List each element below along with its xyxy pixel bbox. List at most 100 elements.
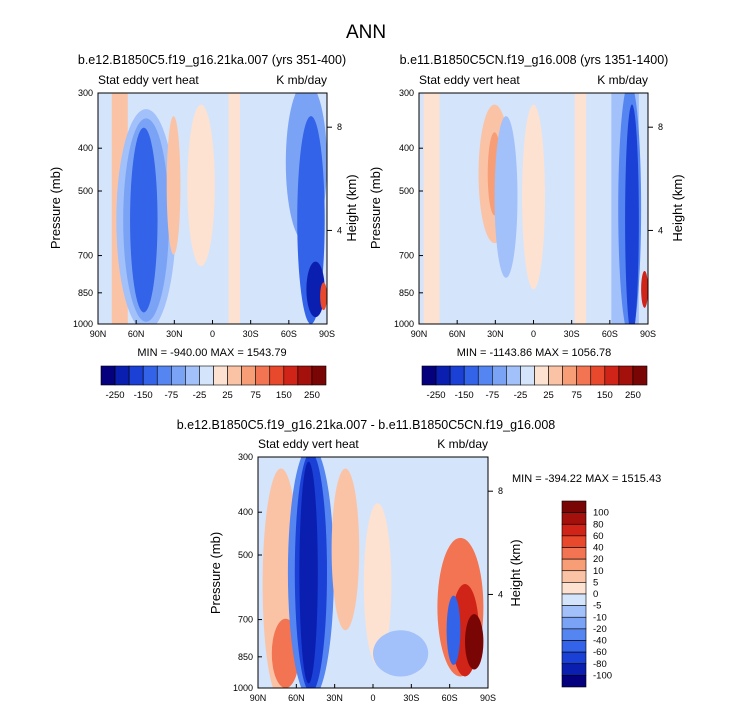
y-tick-label: 300 [78,88,93,98]
y-tick-label: 1000 [73,319,93,329]
panel-2: b.e11.B1850C5CN.f19_g16.008 (yrs 1351-14… [368,53,685,359]
contour-region [331,468,360,631]
y-tick-label: 300 [399,88,414,98]
colorbar-swatch [561,535,587,548]
panel-3-ylabel: Pressure (mb) [208,532,223,614]
colorbar-swatch [100,365,116,386]
colorbar-swatch [561,628,587,641]
colorbar-swatch [561,500,587,513]
colorbar-swatch [561,663,587,676]
contour-region [522,104,545,290]
y-tick-label: 700 [399,251,414,261]
contour-region [641,270,648,308]
colorbar-swatch [520,365,535,386]
colorbar-swatch [561,675,587,688]
contour-band [228,93,240,324]
contour-region [187,104,215,267]
colorbar-swatch [561,558,587,572]
contour-region [166,116,181,255]
contour-region [446,595,461,665]
panel-1-title: b.e12.B1850C5.f19_g16.21ka.007 (yrs 351-… [78,53,346,67]
colorbar-panel-2: -250 -150 -75 -25 25 75 150 250 [421,365,648,401]
y-tick-label: 700 [238,615,253,625]
panel-1-field [98,93,327,324]
panel-1-right-label: K mb/day [276,73,327,87]
x-tick-label: 60S [602,329,618,339]
panel-2-field [419,93,648,324]
colorbar-label: 75 [571,390,582,401]
panel-2-title: b.e11.B1850C5CN.f19_g16.008 (yrs 1351-14… [400,53,669,67]
colorbar-label: -150 [134,390,153,401]
colorbar-swatch [492,365,507,386]
y-tick-label: 400 [399,143,414,153]
colorbar-label: 80 [593,519,604,530]
colorbar-swatch [561,640,587,653]
main-title: ANN [346,22,386,43]
panel-2-stats: MIN = -1143.86 MAX = 1056.78 [457,347,612,359]
panel-3-right-label: K mb/day [437,437,488,451]
colorbar-label: -5 [593,601,601,612]
colorbar-label: 250 [625,390,641,401]
colorbar-swatch [185,365,200,386]
panel-1-left-label: Stat eddy vert heat [98,73,199,87]
panel-2-ylabel-right: Height (km) [670,174,685,241]
x-tick-label: 60S [281,329,297,339]
y-tick-label: 300 [238,452,253,462]
colorbar-label: 25 [543,390,554,401]
colorbar-swatch [576,365,592,386]
panel-1-ylabel: Pressure (mb) [48,167,63,249]
colorbar-panel-1: -250 -150 -75 -25 25 75 150 250 [100,365,327,401]
colorbar-swatch [283,365,299,386]
contour-band [574,93,587,324]
x-tick-label: 60N [128,329,145,339]
y-tick-label: 850 [78,288,93,298]
y-tick-label: 850 [399,288,414,298]
panel-3-stats: MIN = -394.22 MAX = 1515.43 [512,473,661,485]
x-tick-label: 0 [210,329,215,339]
colorbar-label: 0 [593,589,598,600]
contour-region [625,104,639,324]
contour-region [299,461,318,684]
y-tick-label: 500 [78,186,93,196]
colorbar-label: 100 [593,508,609,519]
colorbar-swatch [449,365,465,386]
colorbar-swatch [506,365,521,386]
x-tick-label: 60N [288,693,305,703]
colorbar-swatch [590,365,606,386]
colorbar-swatch [561,523,587,537]
colorbar-swatch [297,365,313,386]
colorbar-label: -250 [106,390,125,401]
colorbar-swatch [463,365,479,386]
colorbar-swatch [199,365,214,386]
y-tick-label: 500 [238,550,253,560]
x-tick-label: 0 [370,693,375,703]
x-tick-label: 60S [442,693,458,703]
colorbar-label: 150 [276,390,292,401]
colorbar-swatch [477,365,493,386]
x-tick-label: 0 [531,329,536,339]
colorbar-label: -80 [593,659,607,670]
x-tick-label: 30S [243,329,259,339]
colorbar-swatch [156,365,172,386]
colorbar-label: -60 [593,647,607,658]
colorbar-swatch [561,593,587,606]
colorbar-swatch [618,365,634,386]
x-tick-label: 90S [319,329,335,339]
colorbar-label: -150 [455,390,474,401]
panel-3-title: b.e12.B1850C5.f19_g16.21ka.007 - b.e11.B… [177,418,556,432]
x-tick-label: 90N [90,329,107,339]
colorbar-swatch [213,365,228,386]
colorbar-label: -10 [593,612,607,623]
panel-2-ylabel: Pressure (mb) [368,167,383,249]
height-tick-label: 4 [337,225,342,235]
colorbar-swatch [435,365,451,386]
colorbar-swatch [534,365,549,386]
y-tick-label: 700 [78,251,93,261]
x-tick-label: 30S [403,693,419,703]
colorbar-label: 10 [593,566,604,577]
x-tick-label: 30N [166,329,183,339]
height-tick-label: 4 [498,589,503,599]
colorbar-swatch [128,365,144,386]
